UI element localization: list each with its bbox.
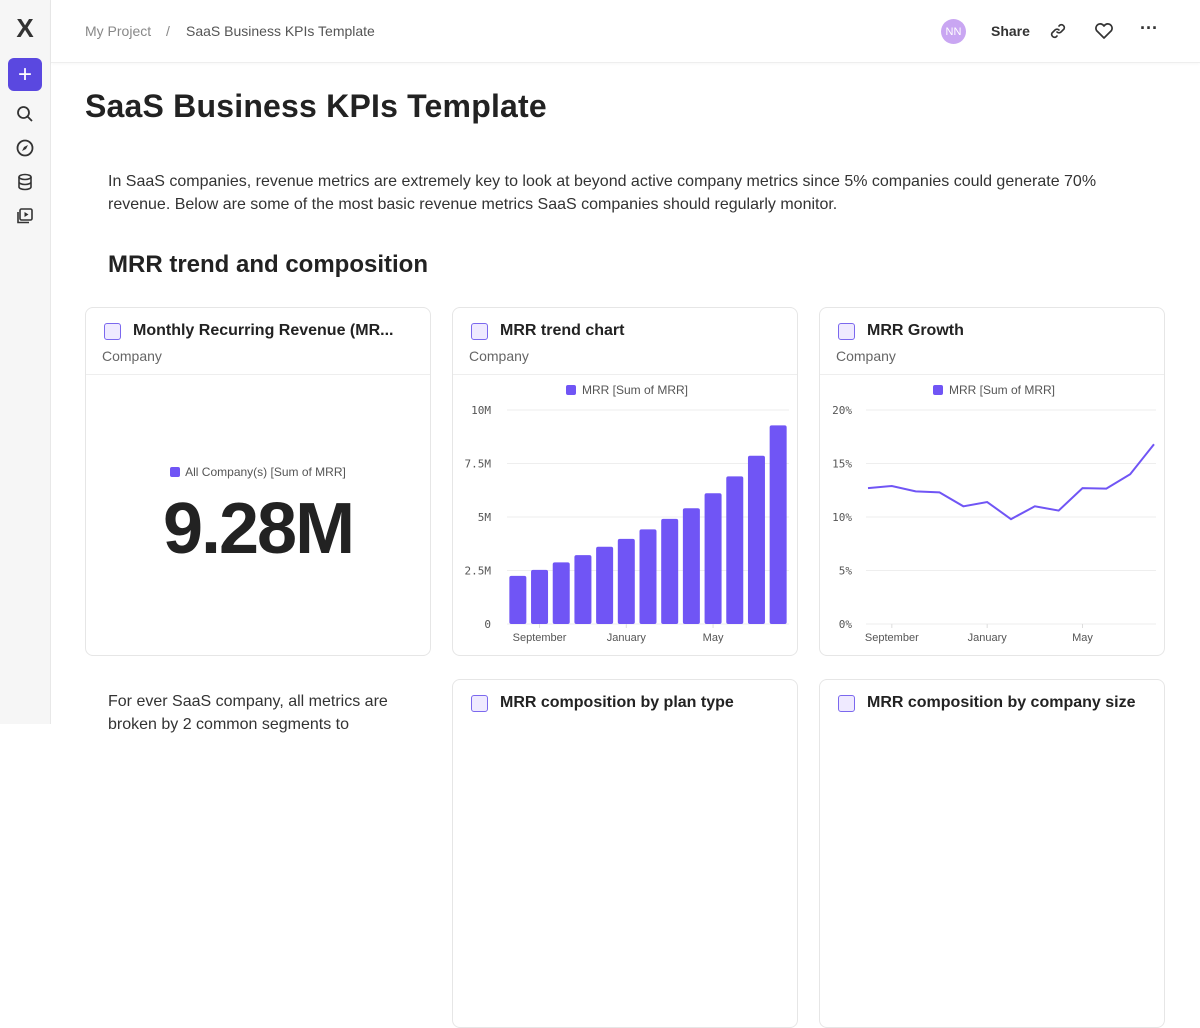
bar [617,538,635,624]
segments-text: For ever SaaS company, all metrics are b… [108,693,388,733]
y-tick-label: 15% [832,458,852,471]
bar [682,508,700,624]
logo-icon[interactable]: X [16,13,34,43]
chart-card-company-size[interactable]: MRR composition by company size [819,679,1165,1028]
bar [769,425,787,624]
y-tick-label: 0% [839,618,853,631]
heart-icon[interactable] [1093,20,1115,42]
legend-swatch [933,385,943,395]
y-tick-label: 10M [471,404,491,417]
line-series [867,443,1155,521]
legend-swatch [170,467,181,477]
card-subtitle: Company [836,348,896,364]
card-title: Monthly Recurring Revenue (MR... [133,322,394,339]
breadcrumb-current: SaaS Business KPIs Template [186,23,375,39]
y-tick-label: 20% [832,404,852,417]
card-title: MRR composition by plan type [500,694,734,711]
y-tick-label: 0 [484,618,491,631]
x-tick-label: May [1072,632,1093,644]
database-icon[interactable] [13,170,37,194]
chart-card-mrr-trend[interactable]: MRR trend chart Company MRR [Sum of MRR]… [452,307,798,656]
top-bar [51,0,1200,63]
bar [661,518,679,624]
bar [639,529,657,624]
y-tick-label: 5M [478,511,492,524]
chart-icon [471,695,488,712]
chart-icon [838,695,855,712]
breadcrumb-separator: / [166,23,170,39]
y-tick-label: 2.5M [465,565,492,578]
link-icon[interactable] [1047,20,1069,42]
legend: All Company(s) [Sum of MRR] [86,465,430,479]
y-tick-label: 7.5M [465,458,492,471]
x-tick-label: January [968,632,1008,644]
line-chart: MRR [Sum of MRR] 0% 5% 10% 15% 20% September Ja… [832,383,1156,644]
compass-icon[interactable] [13,136,37,160]
page-title: SaaS Business KPIs Template [85,88,547,124]
bar [531,569,549,624]
more-icon[interactable]: ··· [1140,17,1158,38]
section-heading: MRR trend and composition [108,251,428,278]
intro-text: In SaaS companies, revenue metrics are e… [108,173,1097,213]
legend-label: MRR [Sum of MRR] [582,383,688,397]
chart-card-plan-type[interactable]: MRR composition by plan type [452,679,798,1028]
legend-label: MRR [Sum of MRR] [949,383,1055,397]
divider [820,374,1164,375]
card-title: MRR trend chart [500,322,625,339]
chart-icon [838,323,855,340]
chart-icon [471,323,488,340]
y-tick-label: 10% [832,511,852,524]
search-icon[interactable] [13,102,37,126]
bar [509,575,527,624]
bar [574,555,592,624]
x-tick-label: September [865,632,919,644]
chart-icon [104,323,121,340]
x-tick-label: September [513,632,567,644]
divider [86,374,430,375]
bar [704,493,722,624]
y-tick-label: 5% [839,565,853,578]
bar-chart: MRR [Sum of MRR] 0 2.5M 5M 7.5M 10M September J… [465,383,789,644]
bar [726,476,744,624]
share-button[interactable]: Share [991,23,1030,39]
card-title: MRR Growth [867,322,964,339]
legend-label: All Company(s) [Sum of MRR] [185,465,346,479]
chart-card-mrr-growth[interactable]: MRR Growth Company MRR [Sum of MRR] 0% 5% 1… [819,307,1165,656]
new-button[interactable]: + [8,58,42,91]
kpi-card-mrr[interactable]: Monthly Recurring Revenue (MR... Company… [85,307,431,656]
bar [596,546,614,624]
bar [747,455,765,624]
divider [453,374,797,375]
card-subtitle: Company [102,348,162,364]
x-tick-label: May [703,632,724,644]
card-subtitle: Company [469,348,529,364]
sidebar: X + [0,0,51,724]
x-tick-label: January [607,632,647,644]
kpi-value: 9.28M [162,489,355,569]
card-title: MRR composition by company size [867,694,1136,711]
breadcrumb-project[interactable]: My Project [85,23,152,39]
play-icon[interactable] [13,204,37,228]
bar [552,562,570,624]
avatar[interactable]: NN [941,19,966,44]
legend-swatch [566,385,576,395]
